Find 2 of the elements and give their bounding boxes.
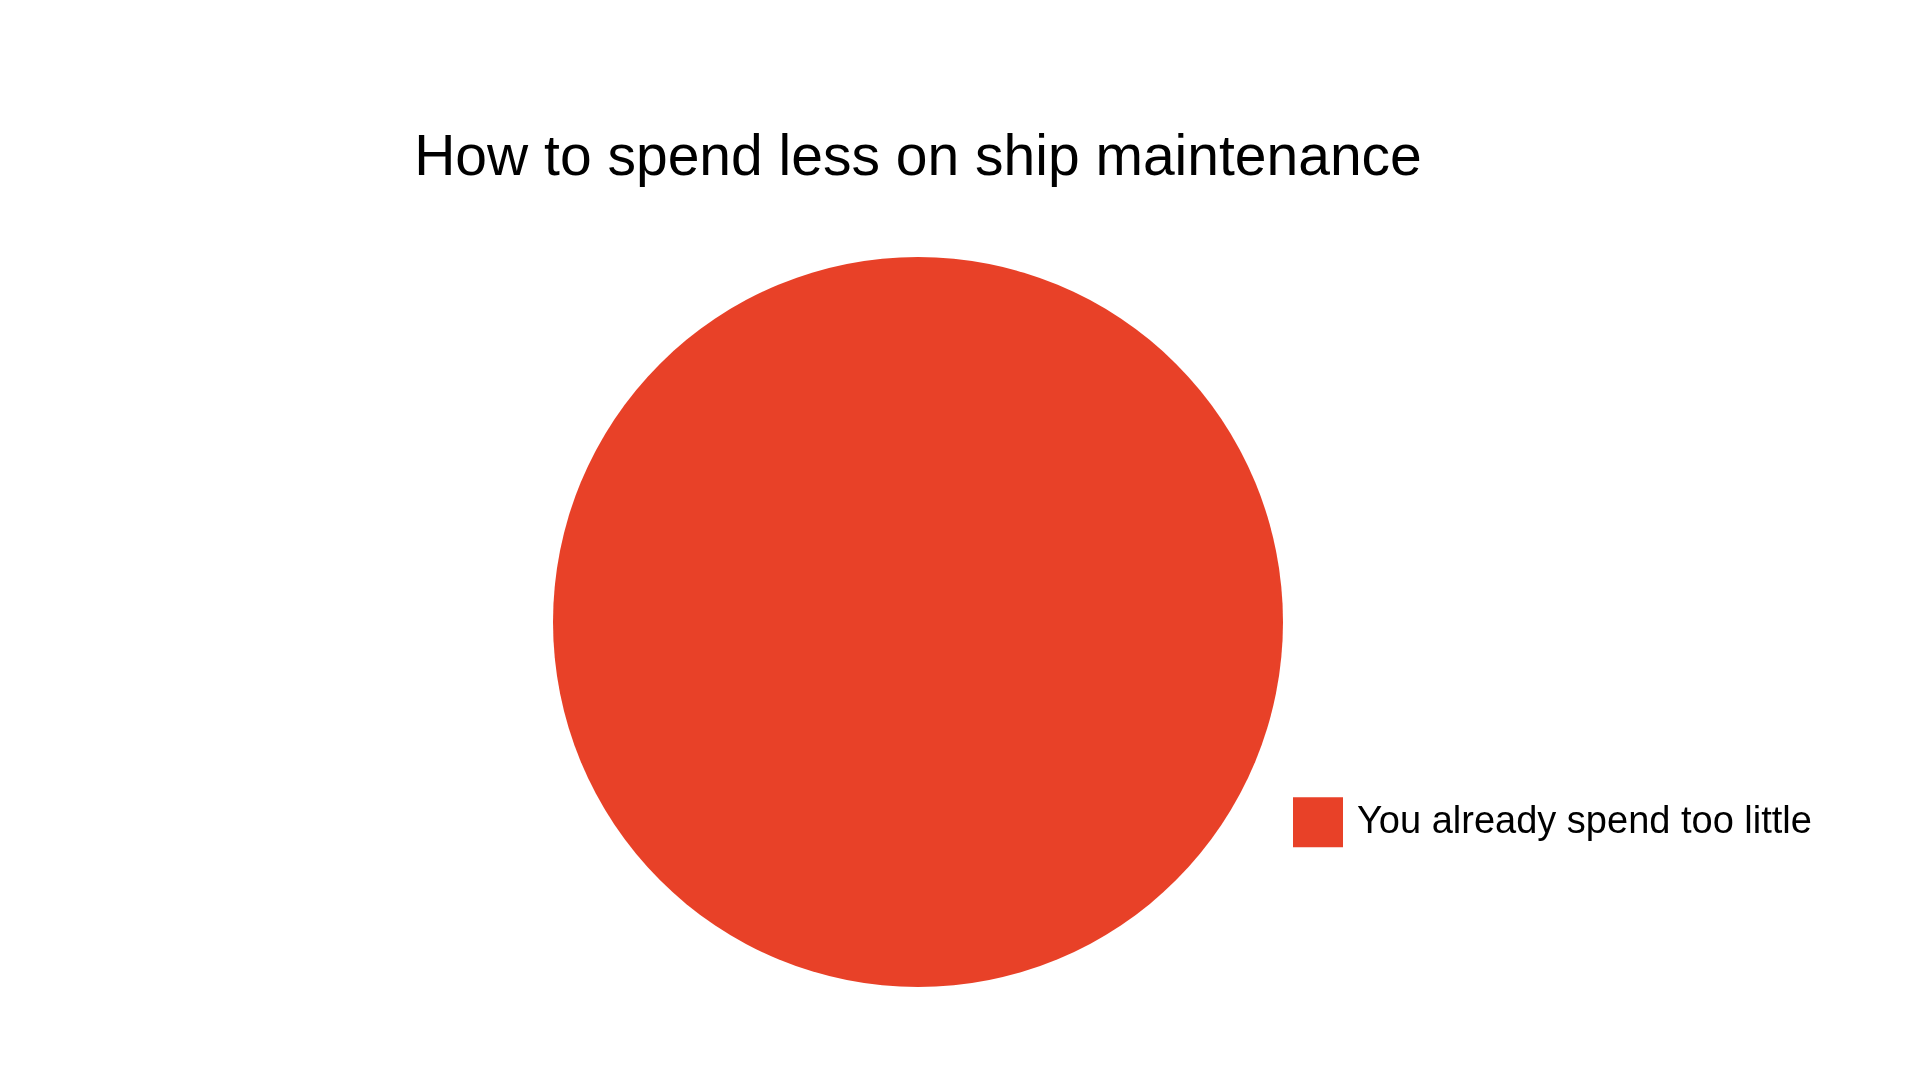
legend-label: You already spend too little: [1357, 799, 1812, 842]
chart-title: How to spend less on ship maintenance: [414, 123, 1422, 187]
